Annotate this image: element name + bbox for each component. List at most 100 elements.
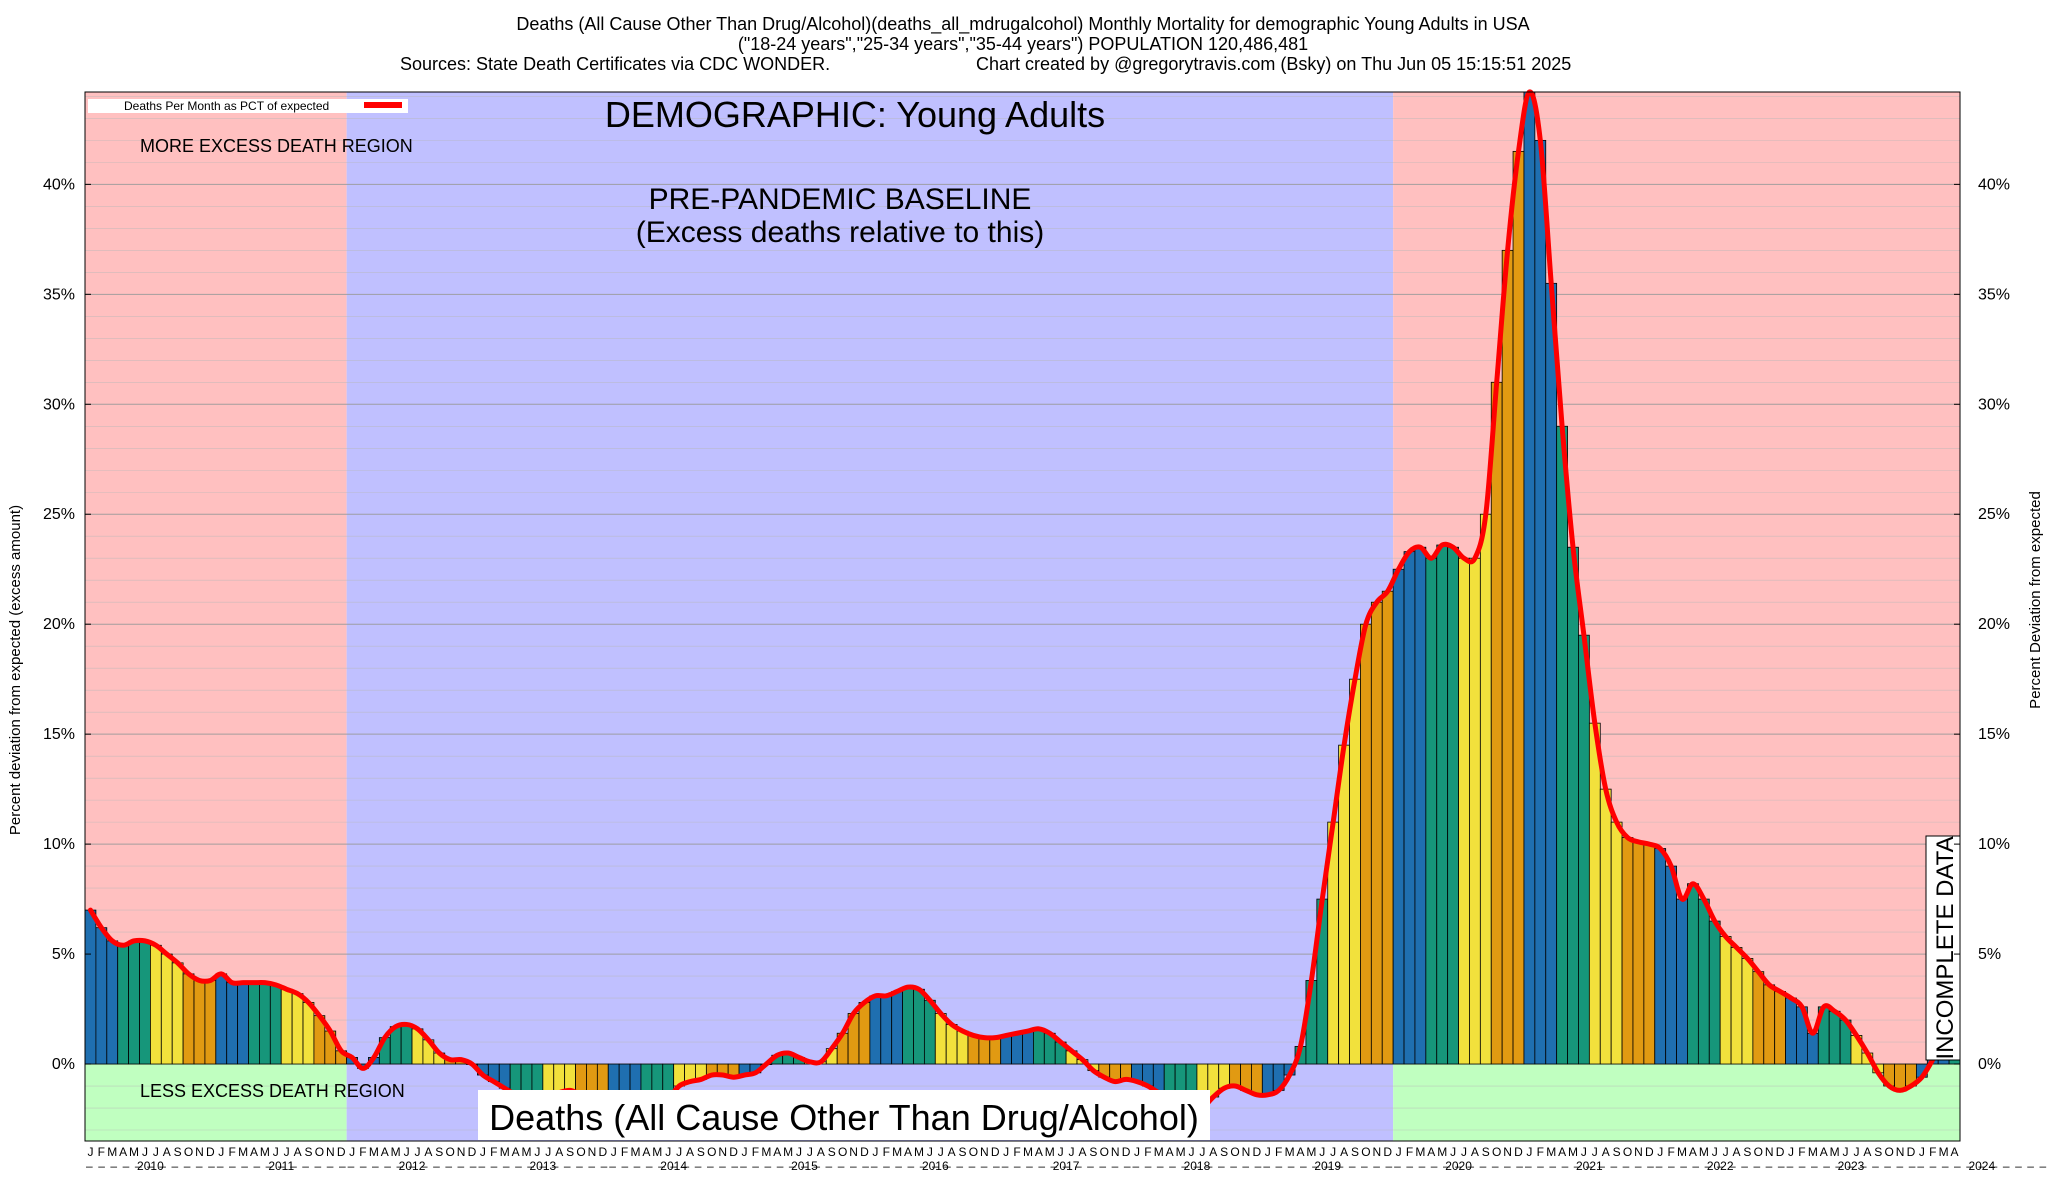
x-tick-label: A <box>163 1145 171 1159</box>
y-tick-label: 0% <box>52 1056 75 1073</box>
bar <box>1261 1063 1274 1096</box>
x-tick-label: N <box>718 1145 727 1159</box>
x-tick-label: J <box>404 1145 410 1159</box>
x-tick-label: D <box>468 1145 477 1159</box>
x-tick-label: S <box>828 1145 836 1159</box>
x-tick-label: M <box>1176 1145 1186 1159</box>
y-tick-label: 15% <box>43 726 75 743</box>
bar <box>95 927 108 1065</box>
x-year-label: 2016 <box>922 1159 949 1173</box>
bar <box>204 980 217 1065</box>
x-tick-label: M <box>1437 1145 1447 1159</box>
x-tick-label: J <box>1265 1145 1271 1159</box>
bar <box>106 940 119 1065</box>
x-tick-label: D <box>1907 1145 1916 1159</box>
bar <box>400 1024 413 1065</box>
bar <box>1578 634 1590 1065</box>
y-tick-label: 35% <box>1978 286 2010 303</box>
x-year-label: 2020 <box>1445 1159 1472 1173</box>
bar <box>1370 601 1383 1065</box>
y-tick-label: 30% <box>1978 396 2010 413</box>
x-tick-label: J <box>534 1145 540 1159</box>
bar <box>1708 920 1721 1065</box>
bar <box>956 1030 969 1065</box>
bar <box>1436 544 1449 1065</box>
header-line-1: Deaths (All Cause Other Than Drug/Alcoho… <box>516 14 1529 35</box>
bottom-label-box <box>478 1090 1210 1140</box>
x-tick-label: A <box>1427 1145 1435 1159</box>
bar <box>1469 557 1481 1065</box>
x-tick-label: A <box>294 1145 302 1159</box>
bar <box>858 1002 871 1065</box>
x-tick-label: J <box>1712 1145 1718 1159</box>
y-axis-label-left: Percent deviation from expected (excess … <box>7 505 24 835</box>
x-tick-label: J <box>1058 1145 1064 1159</box>
x-tick-label: M <box>1939 1145 1949 1159</box>
x-tick-label: N <box>588 1145 597 1159</box>
baseline-label-1: PRE-PANDEMIC BASELINE <box>649 183 1032 216</box>
bar <box>1251 1063 1263 1096</box>
bar <box>215 973 228 1065</box>
bar <box>1349 678 1361 1065</box>
bar <box>1490 381 1503 1065</box>
x-year-label: 2023 <box>1838 1159 1865 1173</box>
x-year-label: 2011 <box>268 1159 294 1173</box>
x-tick-label: J <box>1581 1145 1587 1159</box>
x-tick-label: J <box>872 1145 878 1159</box>
bar <box>1360 623 1372 1065</box>
header-line-2: ("18-24 years","25-34 years","35-44 year… <box>738 34 1308 54</box>
bar <box>1752 971 1765 1065</box>
bar <box>1567 546 1579 1065</box>
x-tick-label: J <box>545 1145 551 1159</box>
bar <box>150 944 162 1065</box>
bar <box>1730 947 1743 1065</box>
bottom-label-text: Deaths (All Cause Other Than Drug/Alcoho… <box>489 1097 1199 1138</box>
x-tick-label: N <box>457 1145 466 1159</box>
bar <box>1806 1032 1819 1065</box>
bar <box>1610 821 1623 1065</box>
x-tick-label: N <box>849 1145 858 1159</box>
x-tick-label: O <box>838 1145 847 1159</box>
x-year-label: 2018 <box>1184 1159 1211 1173</box>
x-tick-label: A <box>381 1145 389 1159</box>
bar <box>1741 958 1754 1065</box>
x-tick-label: N <box>1896 1145 1905 1159</box>
x-tick-label: D <box>1122 1145 1131 1159</box>
bar <box>1588 722 1601 1065</box>
x-tick-label: F <box>1275 1145 1282 1159</box>
bar <box>1719 936 1732 1065</box>
bar <box>1229 1063 1241 1087</box>
x-tick-label: J <box>938 1145 944 1159</box>
x-tick-label: O <box>315 1145 324 1159</box>
x-tick-label: A <box>1602 1145 1610 1159</box>
bar <box>1599 788 1612 1065</box>
x-year-label: 2015 <box>791 1159 818 1173</box>
x-tick-label: J <box>807 1145 813 1159</box>
x-tick-label: M <box>1677 1145 1687 1159</box>
y-tick-label: 20% <box>43 616 75 633</box>
x-tick-label: A <box>1035 1145 1043 1159</box>
bar <box>1632 841 1645 1065</box>
x-tick-label: O <box>1623 1145 1632 1159</box>
y-axis-right: 0% 5% 10% 15% 20% 25% 30% 35% 40% <box>1954 176 2010 1073</box>
x-tick-label: M <box>783 1145 793 1159</box>
x-tick-label: N <box>1765 1145 1774 1159</box>
x-tick-label: J <box>1853 1145 1859 1159</box>
y-tick-label: 20% <box>1978 616 2010 633</box>
x-tick-label: J <box>796 1145 802 1159</box>
x-tick-label: D <box>1645 1145 1654 1159</box>
bar <box>237 982 249 1065</box>
baseline-region <box>346 92 1394 1141</box>
y-tick-label: 5% <box>52 946 75 963</box>
x-tick-label: A <box>904 1145 912 1159</box>
y-tick-label: 10% <box>43 836 75 853</box>
y-tick-label: 25% <box>43 506 75 523</box>
x-tick-label: A <box>1863 1145 1871 1159</box>
x-tick-label: J <box>87 1145 93 1159</box>
x-tick-label: M <box>652 1145 662 1159</box>
x-tick-label: A <box>817 1145 825 1159</box>
x-year-label: 2012 <box>399 1159 426 1173</box>
x-tick-label: M <box>1568 1145 1578 1159</box>
x-tick-label: S <box>1351 1145 1359 1159</box>
x-tick-label: M <box>1023 1145 1033 1159</box>
